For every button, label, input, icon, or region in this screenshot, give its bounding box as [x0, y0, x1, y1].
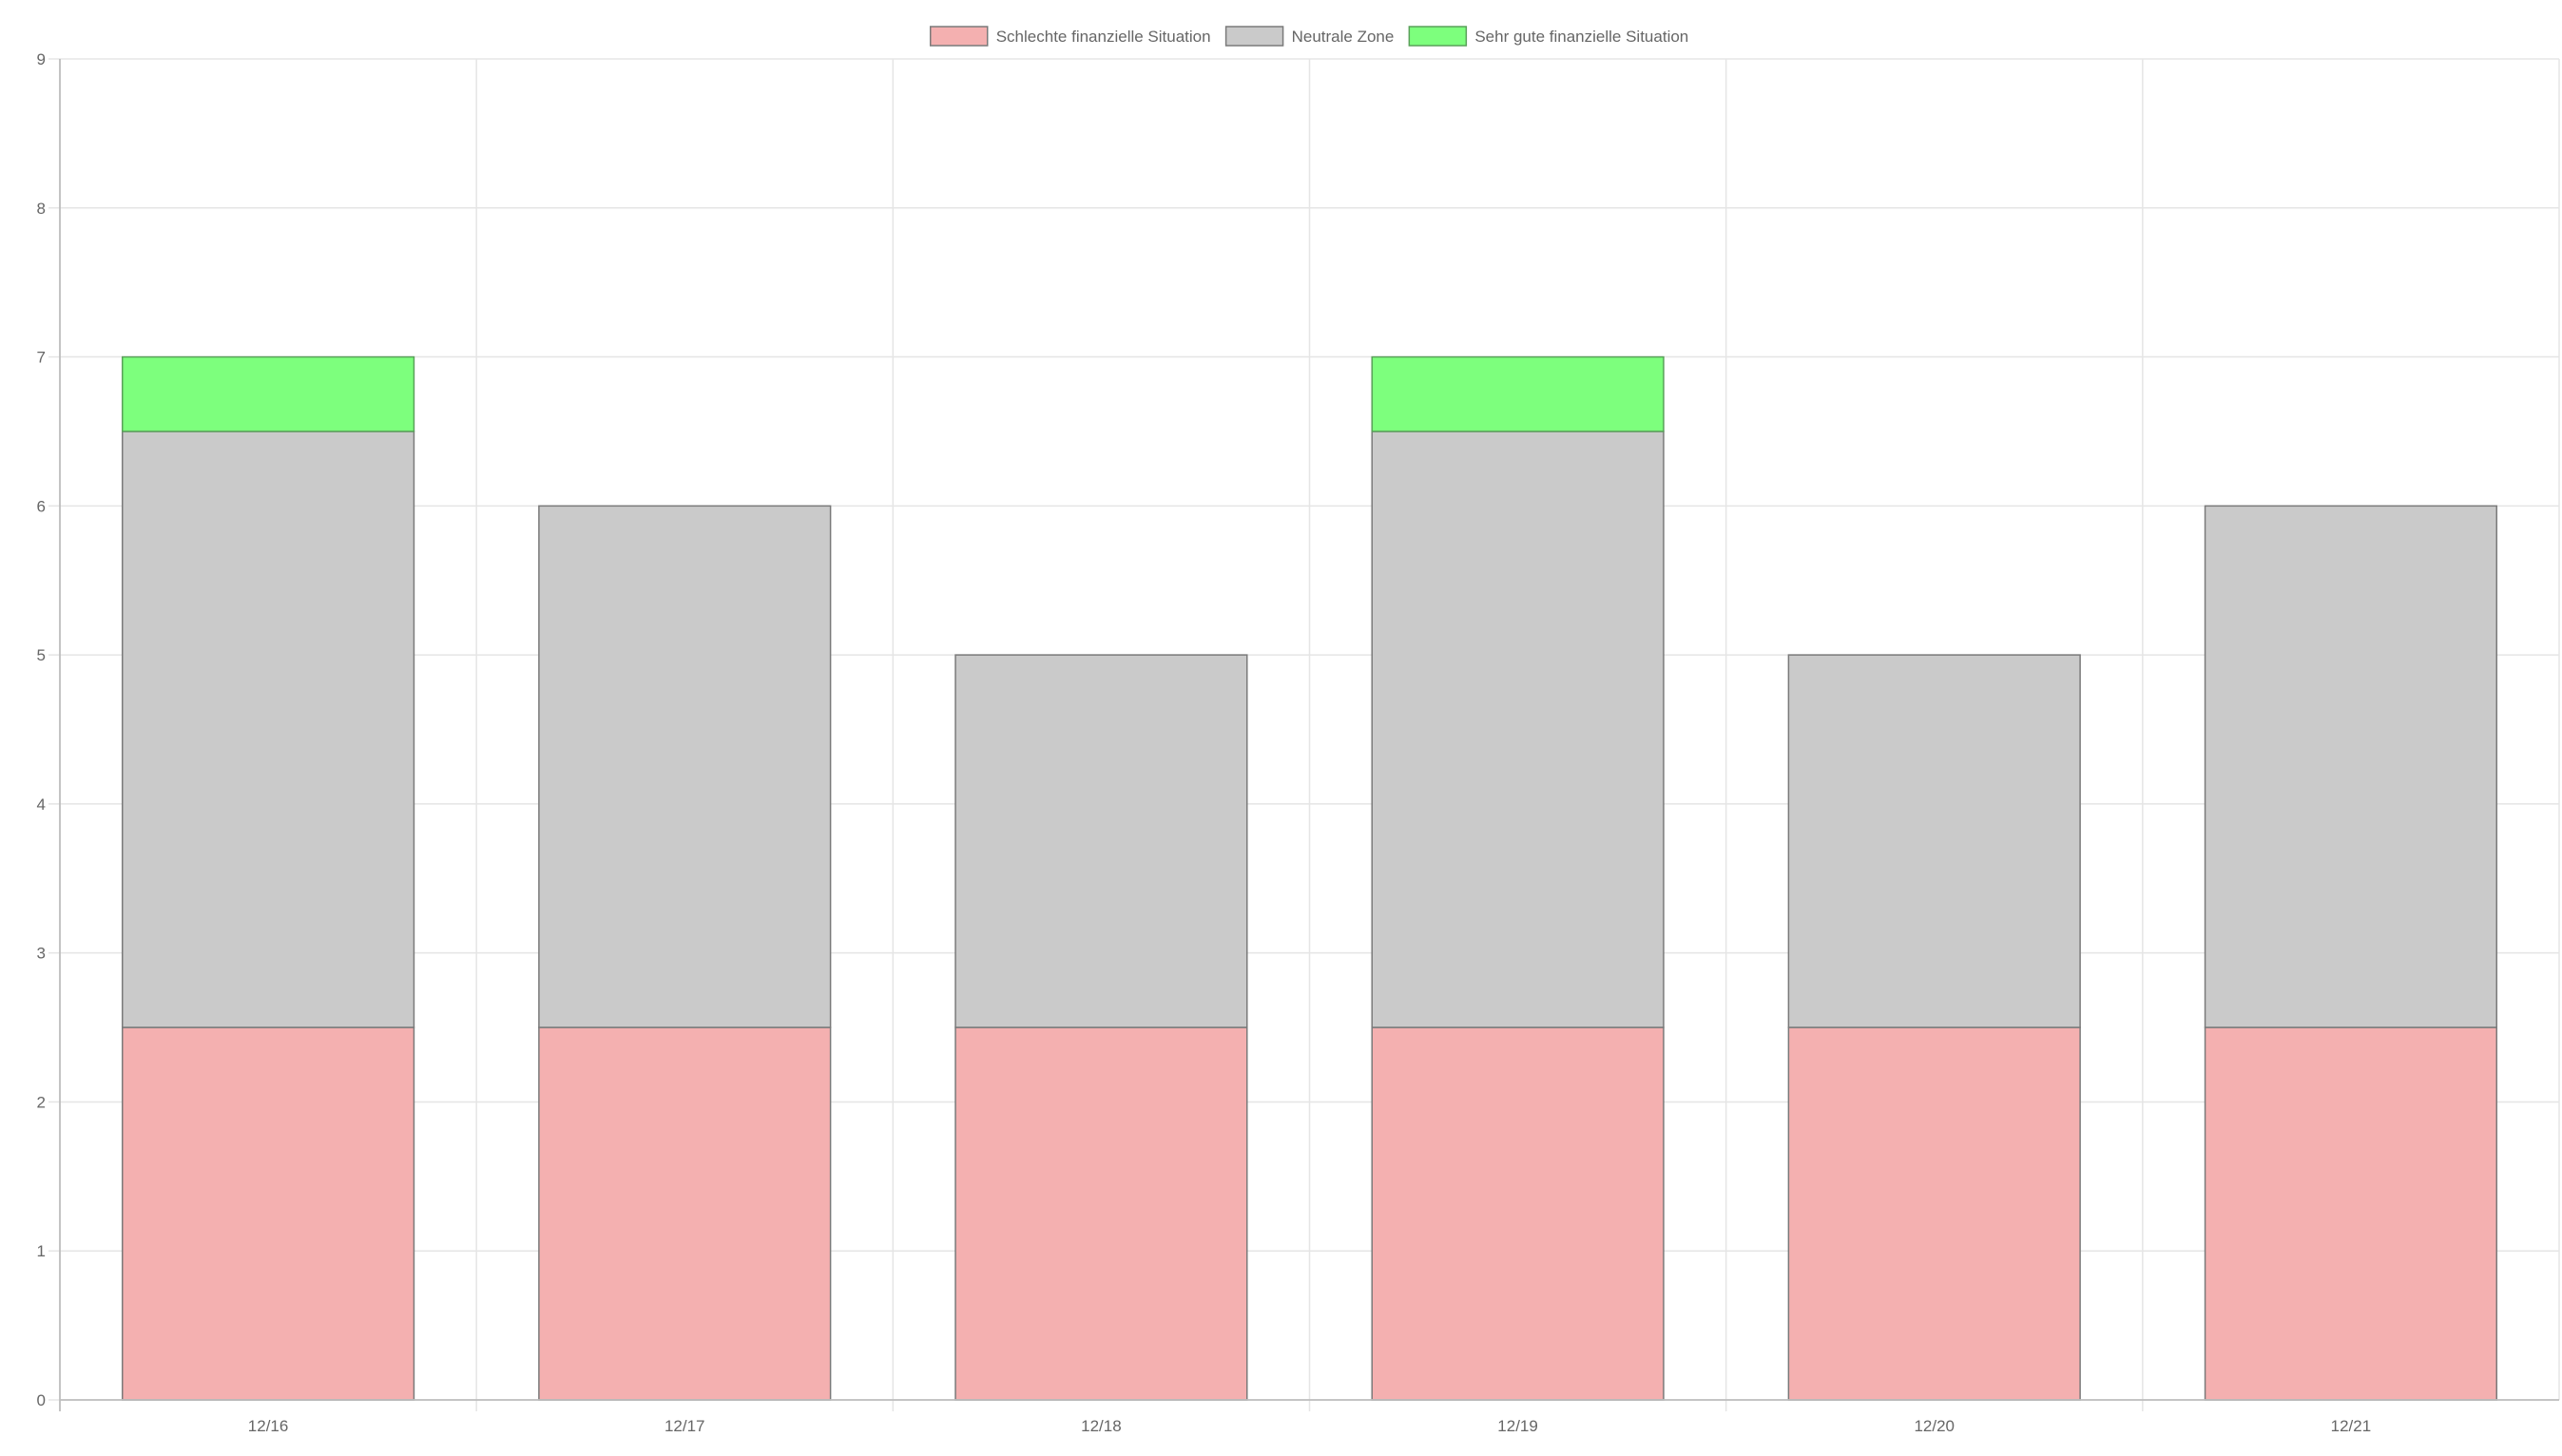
y-tick-label: 5	[37, 646, 46, 664]
legend-item[interactable]: Neutrale Zone	[1224, 26, 1395, 47]
bar-segment[interactable]	[954, 654, 1248, 1028]
x-tick-label: 12/18	[1081, 1417, 1122, 1435]
x-tick-label: 12/21	[2331, 1417, 2372, 1435]
bar-segment[interactable]	[538, 505, 832, 1028]
x-tick-label: 12/20	[1914, 1417, 1955, 1435]
y-tick-label: 1	[37, 1242, 46, 1260]
bar-segment[interactable]	[1371, 355, 1665, 432]
y-tick-label: 4	[37, 795, 46, 814]
legend-item[interactable]: Schlechte finanzielle Situation	[929, 26, 1211, 47]
bar-segment[interactable]	[538, 1026, 832, 1401]
bar-segment[interactable]	[2204, 505, 2498, 1028]
bar-segment[interactable]	[2204, 1026, 2498, 1401]
bar-segment[interactable]	[121, 1026, 415, 1401]
bar-segment[interactable]	[954, 1026, 1248, 1401]
x-tick-label: 12/17	[665, 1417, 705, 1435]
y-tick-label: 6	[37, 497, 46, 515]
y-tick-label: 7	[37, 349, 46, 367]
y-tick-label: 2	[37, 1093, 46, 1111]
bar-segment[interactable]	[121, 355, 415, 432]
bar-segment[interactable]	[1371, 1026, 1665, 1401]
grid-lines	[60, 58, 2560, 1411]
bar-segment[interactable]	[1787, 654, 2081, 1028]
legend-label: Schlechte finanzielle Situation	[996, 28, 1211, 46]
bar-segment[interactable]	[121, 431, 415, 1028]
legend-item[interactable]: Sehr gute finanzielle Situation	[1408, 26, 1688, 47]
y-tick-label: 0	[37, 1391, 46, 1409]
x-tick-label: 12/19	[1497, 1417, 1538, 1435]
legend-swatch	[1408, 26, 1468, 47]
bar-segment[interactable]	[1787, 1026, 2081, 1401]
legend-label: Sehr gute finanzielle Situation	[1474, 28, 1688, 46]
x-tick-label: 12/16	[248, 1417, 289, 1435]
legend-swatch	[1224, 26, 1284, 47]
legend: Schlechte finanzielle Situation Neutrale …	[929, 26, 1688, 47]
y-tick-label: 9	[37, 50, 46, 68]
axes: 0 1 2 3 4 5 6 7 8 9 12/16 12/17 12/18 12/19 12/20 12/21	[37, 50, 2559, 1435]
legend-swatch	[929, 26, 989, 47]
legend-label: Neutrale Zone	[1292, 28, 1395, 46]
y-tick-label: 8	[37, 200, 46, 218]
y-tick-label: 3	[37, 945, 46, 963]
bar-segment[interactable]	[1371, 431, 1665, 1028]
bar-stacks	[121, 355, 2498, 1401]
